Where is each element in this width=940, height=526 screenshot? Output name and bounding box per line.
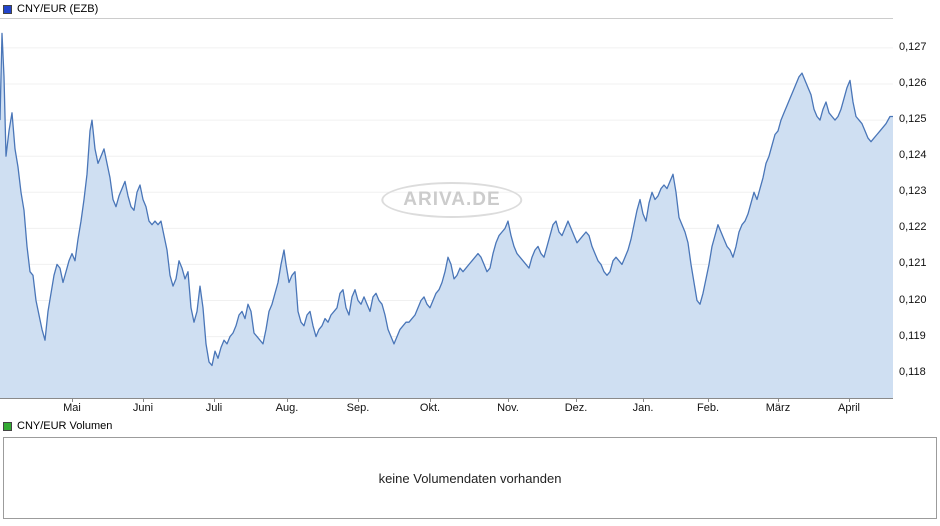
x-axis-tick [358,398,359,402]
x-axis-tick [849,398,850,402]
x-axis-tick [643,398,644,402]
x-axis-tick [287,398,288,402]
x-axis-tick [214,398,215,402]
watermark: ARIVA.DE [381,182,523,218]
price-plot [0,18,893,399]
x-axis-label: April [837,402,861,414]
x-axis-tick [708,398,709,402]
y-axis-label: 0,123 [899,185,927,198]
x-axis-tick [576,398,577,402]
y-axis-label: 0,122 [899,221,927,234]
x-axis-label: Nov. [497,402,519,414]
x-axis-tick [72,398,73,402]
y-axis-label: 0,127 [899,40,927,53]
volume-legend: CNY/EUR Volumen [3,420,112,432]
price-legend-label: CNY/EUR (EZB) [17,3,99,15]
y-axis-label: 0,119 [899,329,926,342]
x-axis-label: Mai [63,402,81,414]
x-axis-tick [143,398,144,402]
x-axis-label: Juni [132,402,154,414]
y-axis-label: 0,126 [899,76,927,89]
x-axis-tick [778,398,779,402]
x-axis-label: Feb. [696,402,720,414]
y-axis-label: 0,125 [899,113,927,126]
x-axis-label: Sep. [346,402,370,414]
blue-square-icon [3,4,12,14]
x-axis-label: Jan. [632,402,654,414]
x-axis-label: Dez. [564,402,588,414]
x-axis-label: März [765,402,791,414]
volume-empty-box: keine Volumendaten vorhanden [3,437,937,519]
watermark-text: ARIVA.DE [403,189,501,210]
x-axis-tick [508,398,509,402]
y-axis-label: 0,120 [899,293,927,306]
price-legend: CNY/EUR (EZB) [3,3,98,15]
y-axis-label: 0,124 [899,149,927,162]
y-axis-label: 0,121 [899,257,927,270]
volume-empty-message: keine Volumendaten vorhanden [378,470,562,486]
green-square-icon [3,421,12,431]
y-axis-label: 0,118 [899,365,926,378]
volume-legend-label: CNY/EUR Volumen [17,420,113,432]
x-axis-label: Aug. [275,402,299,414]
x-axis-label: Okt. [419,402,441,414]
price-area-chart [0,32,893,398]
x-axis-tick [430,398,431,402]
x-axis-label: Juli [205,402,223,414]
